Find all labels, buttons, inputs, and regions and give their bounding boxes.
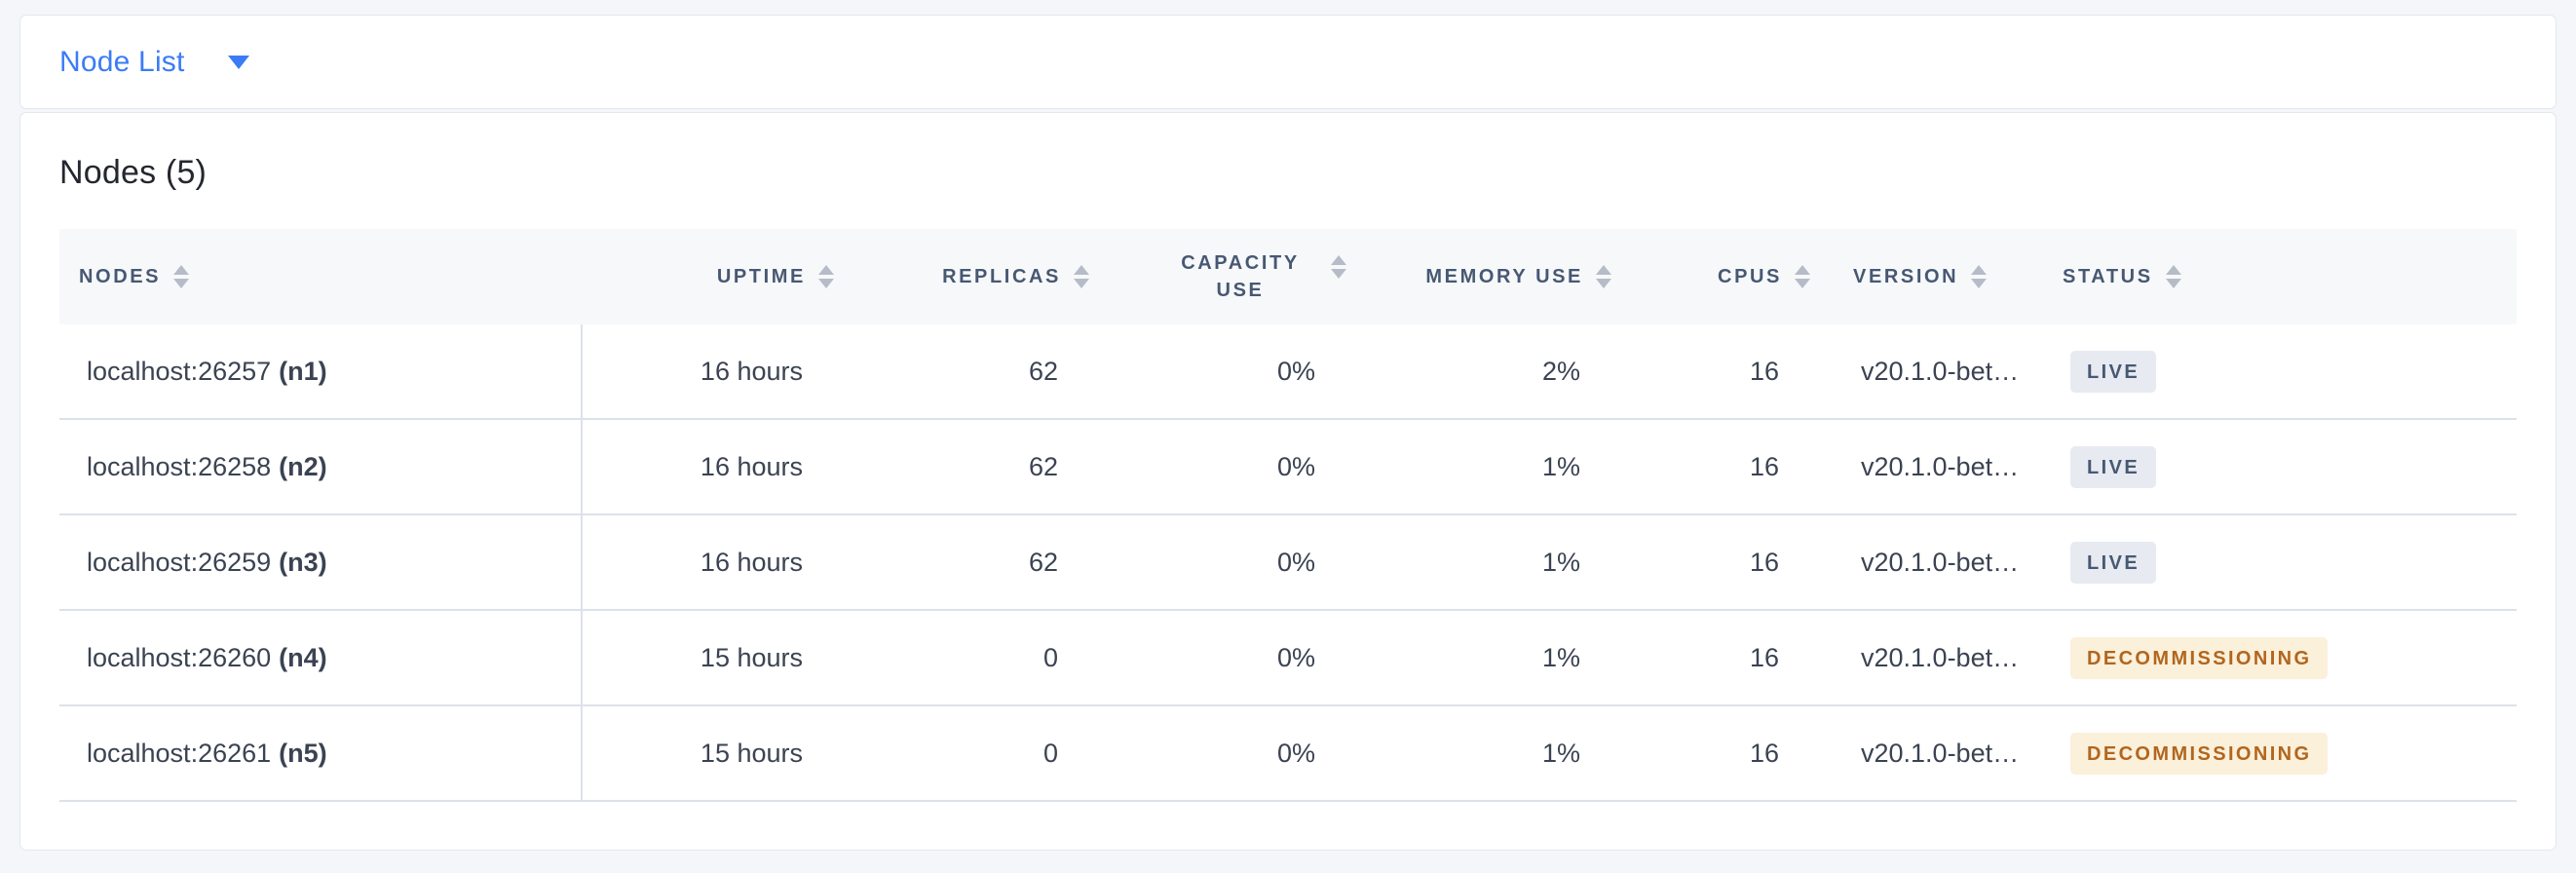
view-selector-dropdown[interactable]: Node List — [19, 15, 2557, 109]
version-cell: v20.1.0-bet… — [1861, 356, 2020, 386]
status-badge: LIVE — [2070, 445, 2157, 488]
column-label: STATUS — [2063, 265, 2153, 287]
cpus-cell: 16 — [1749, 451, 1779, 481]
table-row[interactable]: localhost:26258 (n2) 16 hours 62 0% 1% 1… — [59, 420, 2517, 515]
page-title: Nodes (5) — [59, 154, 208, 191]
page: Node List Nodes (5) NODES UPTIME REPLICA… — [19, 15, 2557, 851]
replicas-cell: 0 — [1042, 738, 1058, 768]
column-header-version[interactable]: VERSION — [1830, 229, 2043, 324]
table-row[interactable]: localhost:26257 (n1) 16 hours 62 0% 2% 1… — [59, 324, 2517, 420]
column-label: VERSION — [1853, 265, 1959, 287]
sort-icon — [1971, 265, 1988, 288]
node-id: (n1) — [279, 356, 327, 386]
column-header-nodes[interactable]: NODES — [59, 229, 583, 324]
status-badge: LIVE — [2070, 350, 2157, 393]
node-address: localhost:26261 — [87, 738, 272, 768]
version-cell: v20.1.0-bet… — [1861, 642, 2020, 672]
node-id: (n4) — [279, 642, 327, 672]
node-name-cell: localhost:26258 (n2) — [59, 420, 583, 513]
node-id: (n3) — [279, 547, 327, 577]
replicas-cell: 62 — [1028, 547, 1058, 577]
version-cell: v20.1.0-bet… — [1861, 547, 2020, 577]
node-address: localhost:26260 — [87, 642, 272, 672]
memory-use-cell: 1% — [1541, 642, 1580, 672]
capacity-use-cell: 0% — [1276, 547, 1315, 577]
memory-use-cell: 1% — [1541, 547, 1580, 577]
uptime-cell: 16 hours — [700, 547, 803, 577]
capacity-use-cell: 0% — [1276, 642, 1315, 672]
column-label: UPTIME — [716, 265, 806, 287]
node-id: (n2) — [279, 451, 327, 481]
column-header-uptime[interactable]: UPTIME — [583, 229, 853, 324]
sort-icon — [1074, 265, 1089, 288]
table-header: NODES UPTIME REPLICAS CAPACITY USE MEMOR… — [59, 229, 2517, 324]
sort-icon — [173, 265, 190, 288]
status-badge: DECOMMISSIONING — [2070, 732, 2329, 775]
uptime-cell: 16 hours — [700, 451, 803, 481]
uptime-cell: 15 hours — [700, 738, 803, 768]
status-badge: LIVE — [2070, 541, 2157, 584]
memory-use-cell: 2% — [1541, 356, 1580, 386]
status-cell: LIVE — [2043, 324, 2517, 418]
node-table: NODES UPTIME REPLICAS CAPACITY USE MEMOR… — [59, 229, 2517, 802]
node-name-cell: localhost:26261 (n5) — [59, 706, 583, 800]
replicas-cell: 62 — [1028, 356, 1058, 386]
status-cell: LIVE — [2043, 420, 2517, 513]
table-row[interactable]: localhost:26260 (n4) 15 hours 0 0% 1% 16… — [59, 611, 2517, 706]
version-cell: v20.1.0-bet… — [1861, 451, 2020, 481]
column-label: MEMORY USE — [1425, 265, 1583, 287]
status-cell: LIVE — [2043, 515, 2517, 609]
node-name-cell: localhost:26260 (n4) — [59, 611, 583, 704]
status-badge: DECOMMISSIONING — [2070, 636, 2329, 679]
column-label: NODES — [79, 265, 162, 287]
node-name-cell: localhost:26259 (n3) — [59, 515, 583, 609]
sort-icon — [1596, 265, 1611, 288]
column-header-memory-use[interactable]: MEMORY USE — [1366, 229, 1631, 324]
version-cell: v20.1.0-bet… — [1861, 738, 2020, 768]
status-cell: DECOMMISSIONING — [2043, 611, 2517, 704]
memory-use-cell: 1% — [1541, 451, 1580, 481]
column-header-cpus[interactable]: CPUS — [1631, 229, 1830, 324]
column-label: CAPACITY USE — [1181, 252, 1300, 301]
cpus-cell: 16 — [1749, 642, 1779, 672]
column-header-capacity-use[interactable]: CAPACITY USE — [1109, 229, 1366, 324]
sort-icon — [1795, 265, 1810, 288]
column-label: REPLICAS — [942, 265, 1061, 287]
node-name-cell: localhost:26257 (n1) — [59, 324, 583, 418]
node-address: localhost:26258 — [87, 451, 272, 481]
column-header-replicas[interactable]: REPLICAS — [853, 229, 1109, 324]
replicas-cell: 0 — [1042, 642, 1058, 672]
cpus-cell: 16 — [1749, 356, 1779, 386]
column-label: CPUS — [1718, 265, 1782, 287]
nodes-card: Nodes (5) NODES UPTIME REPLICAS CAPACITY… — [19, 112, 2557, 851]
node-address: localhost:26259 — [87, 547, 272, 577]
uptime-cell: 15 hours — [700, 642, 803, 672]
replicas-cell: 62 — [1028, 451, 1058, 481]
node-id: (n5) — [279, 738, 327, 768]
cpus-cell: 16 — [1749, 547, 1779, 577]
column-header-status[interactable]: STATUS — [2043, 229, 2517, 324]
uptime-cell: 16 hours — [700, 356, 803, 386]
status-cell: DECOMMISSIONING — [2043, 706, 2517, 800]
table-row[interactable]: localhost:26261 (n5) 15 hours 0 0% 1% 16… — [59, 706, 2517, 802]
chevron-down-icon — [227, 55, 249, 69]
sort-icon — [818, 265, 834, 288]
capacity-use-cell: 0% — [1276, 738, 1315, 768]
view-selector-label: Node List — [59, 45, 185, 78]
sort-icon — [2165, 265, 2181, 288]
cpus-cell: 16 — [1749, 738, 1779, 768]
node-address: localhost:26257 — [87, 356, 272, 386]
sort-icon — [1331, 255, 1346, 279]
capacity-use-cell: 0% — [1276, 451, 1315, 481]
memory-use-cell: 1% — [1541, 738, 1580, 768]
table-row[interactable]: localhost:26259 (n3) 16 hours 62 0% 1% 1… — [59, 515, 2517, 611]
capacity-use-cell: 0% — [1276, 356, 1315, 386]
